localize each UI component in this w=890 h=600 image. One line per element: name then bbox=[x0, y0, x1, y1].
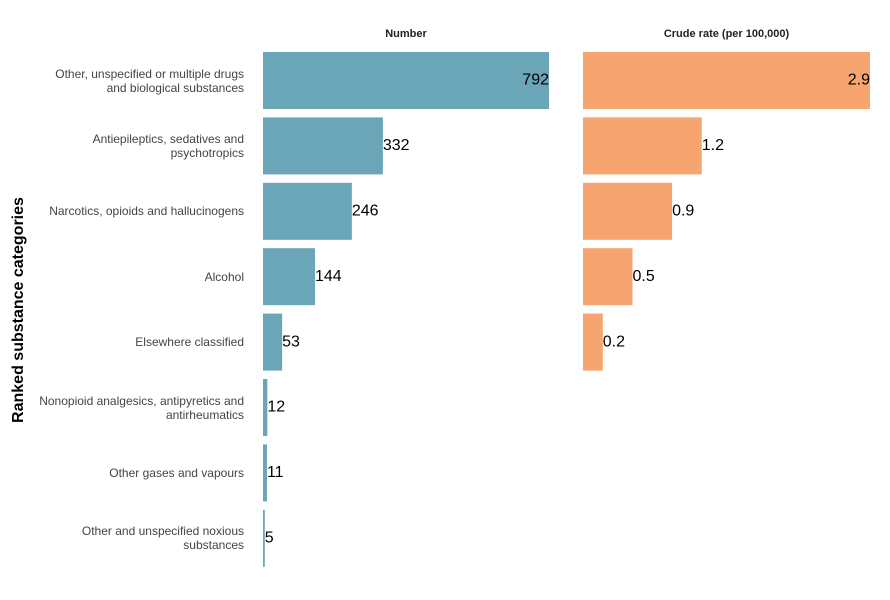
panel-title: Number bbox=[385, 28, 427, 40]
bar bbox=[583, 182, 673, 240]
bar bbox=[263, 182, 352, 240]
bar bbox=[263, 379, 268, 436]
y-tick-label: Antiepileptics, sedatives and psychotrop… bbox=[92, 131, 244, 160]
bar bbox=[583, 117, 702, 175]
value-label: 0.9 bbox=[672, 203, 694, 220]
value-label: 792 bbox=[522, 72, 549, 89]
value-label: 12 bbox=[267, 399, 285, 416]
bar bbox=[263, 509, 265, 567]
value-label: 2.9 bbox=[848, 72, 870, 89]
value-label: 0.5 bbox=[632, 268, 654, 285]
bar bbox=[263, 313, 283, 371]
bar bbox=[583, 248, 633, 306]
value-label: 144 bbox=[315, 268, 342, 285]
y-tick-label: Elsewhere classified bbox=[135, 335, 244, 350]
bar bbox=[263, 444, 267, 502]
value-label: 1.2 bbox=[702, 137, 724, 154]
bar bbox=[583, 313, 603, 371]
y-tick-label: Nonopioid analgesics, antipyretics and a… bbox=[39, 393, 244, 422]
value-label: 0.2 bbox=[603, 333, 625, 350]
value-label: 53 bbox=[282, 333, 300, 350]
bar bbox=[263, 117, 383, 175]
y-tick-label: Other, unspecified or multiple drugs and… bbox=[55, 66, 244, 95]
y-tick-label: Alcohol bbox=[204, 269, 244, 284]
y-tick-label: Narcotics, opioids and hallucinogens bbox=[49, 204, 244, 219]
value-label: 332 bbox=[383, 137, 410, 154]
y-tick-label: Other gases and vapours bbox=[109, 465, 244, 480]
bar bbox=[263, 248, 315, 306]
value-label: 246 bbox=[352, 203, 379, 220]
panel-title: Crude rate (per 100,000) bbox=[664, 28, 790, 40]
y-axis-label: Ranked substance categories bbox=[10, 197, 27, 423]
y-tick-label: Other and unspecified noxious substances bbox=[81, 524, 244, 553]
bar bbox=[583, 52, 870, 109]
value-label: 11 bbox=[267, 464, 284, 481]
bar bbox=[263, 52, 549, 109]
value-label: 5 bbox=[265, 530, 274, 547]
